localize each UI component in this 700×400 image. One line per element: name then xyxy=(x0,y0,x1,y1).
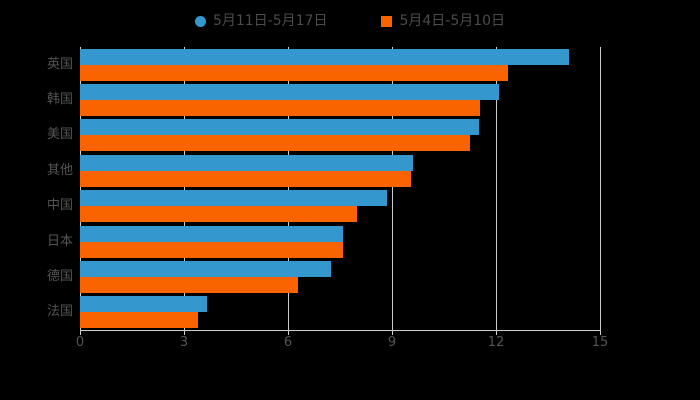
x-axis-tick-label-15: 15 xyxy=(591,335,609,350)
x-axis-tick xyxy=(288,330,289,335)
x-axis-tick xyxy=(496,330,497,335)
legend-label-series-0: 5月11日-5月17日 xyxy=(212,13,328,29)
x-axis-tick xyxy=(392,330,393,335)
y-axis-label-德国: 德国 xyxy=(46,268,73,284)
gridline xyxy=(600,47,601,330)
legend-item-series-1[interactable]: 5月4日-5月10日 xyxy=(381,14,505,28)
y-axis-label-中国: 中国 xyxy=(46,198,73,214)
bar-法国-series-1[interactable] xyxy=(80,312,198,329)
y-axis-label-其他: 其他 xyxy=(46,162,73,178)
gridline xyxy=(392,47,393,330)
x-axis-line xyxy=(80,330,600,331)
x-axis-tick-label-6: 6 xyxy=(283,335,293,350)
bar-法国-series-0[interactable] xyxy=(80,296,207,313)
bar-韩国-series-0[interactable] xyxy=(80,84,500,101)
y-axis-line xyxy=(80,47,81,330)
bar-中国-series-1[interactable] xyxy=(80,206,358,223)
legend-circle-marker-icon xyxy=(194,15,206,27)
bar-美国-series-1[interactable] xyxy=(80,135,470,152)
x-axis-tick-label-3: 3 xyxy=(179,335,189,350)
x-axis-tick xyxy=(184,330,185,335)
x-axis-tick xyxy=(80,330,81,335)
y-axis-label-韩国: 韩国 xyxy=(46,92,73,108)
bar-德国-series-0[interactable] xyxy=(80,260,332,277)
bar-其他-series-0[interactable] xyxy=(80,154,413,171)
bar-德国-series-1[interactable] xyxy=(80,276,299,293)
legend-item-series-0[interactable]: 5月11日-5月17日 xyxy=(194,13,328,29)
x-axis-tick-label-9: 9 xyxy=(387,335,397,350)
bar-韩国-series-1[interactable] xyxy=(80,100,481,117)
bar-英国-series-1[interactable] xyxy=(80,64,509,81)
bar-美国-series-0[interactable] xyxy=(80,119,479,136)
plot-area xyxy=(80,47,600,330)
legend-label-series-1: 5月4日-5月10日 xyxy=(399,13,506,29)
chart-legend: 5月11日-5月17日 5月4日-5月10日 xyxy=(0,8,700,34)
x-axis-tick-label-12: 12 xyxy=(487,335,505,350)
bar-中国-series-0[interactable] xyxy=(80,190,387,207)
bar-日本-series-0[interactable] xyxy=(80,225,344,242)
bar-日本-series-1[interactable] xyxy=(80,241,344,258)
y-axis-label-英国: 英国 xyxy=(46,56,73,72)
gridline xyxy=(496,47,497,330)
gridline xyxy=(288,47,289,330)
gridline xyxy=(184,47,185,330)
y-axis-label-法国: 法国 xyxy=(46,304,73,320)
y-axis-label-美国: 美国 xyxy=(46,127,73,143)
legend-square-marker-icon xyxy=(381,15,393,27)
y-axis-label-日本: 日本 xyxy=(46,233,73,249)
bar-英国-series-0[interactable] xyxy=(80,48,569,65)
bar-其他-series-1[interactable] xyxy=(80,170,412,187)
x-axis-tick-label-0: 0 xyxy=(75,335,85,350)
x-axis-tick xyxy=(600,330,601,335)
